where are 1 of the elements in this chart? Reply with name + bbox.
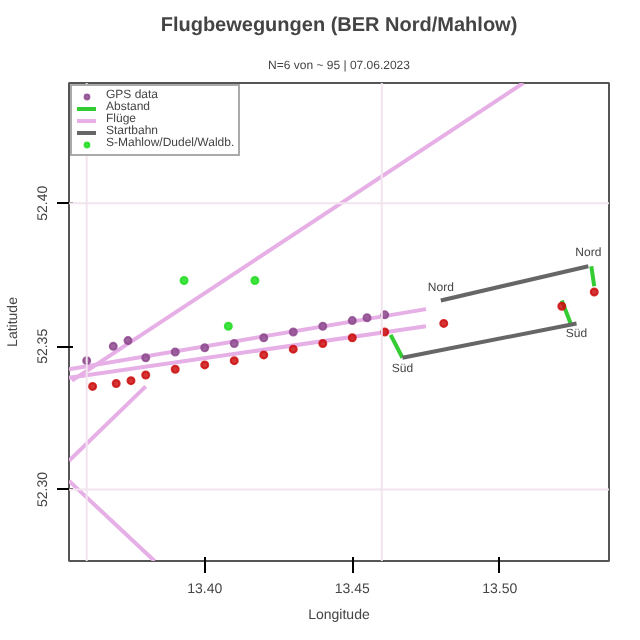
chart-title: Flugbewegungen (BER Nord/Mahlow) <box>160 15 518 37</box>
